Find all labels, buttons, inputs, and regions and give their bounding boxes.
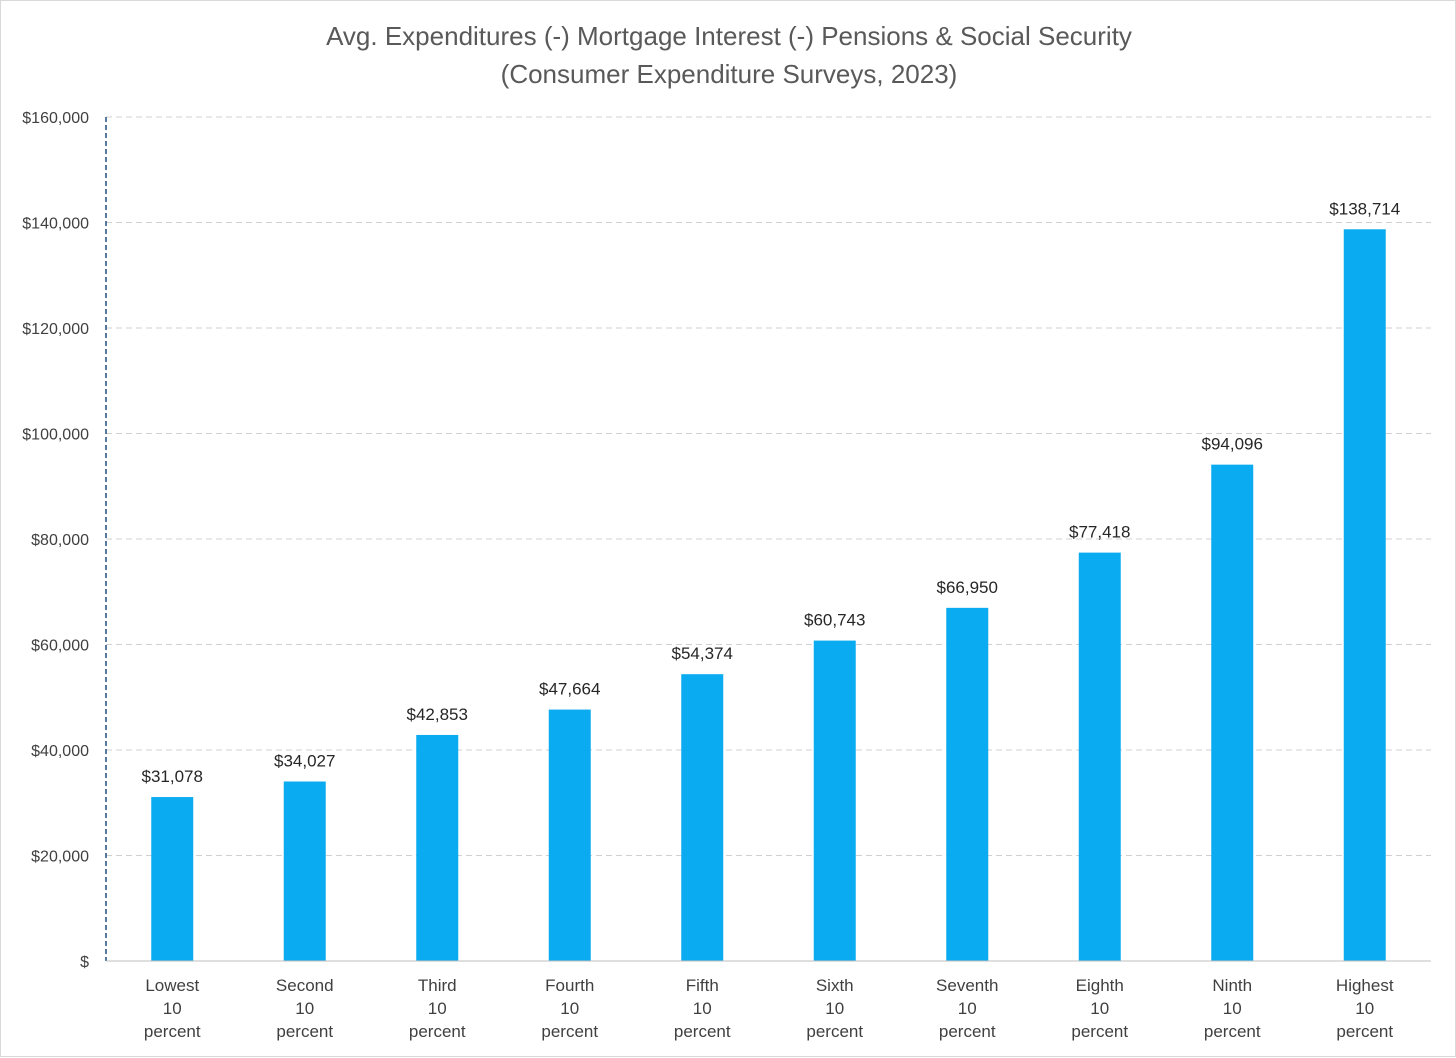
x-tick-label: 10	[693, 999, 712, 1018]
bar	[946, 607, 989, 961]
x-tick-label: percent	[144, 1022, 201, 1041]
y-tick-label: $	[80, 954, 89, 971]
x-tick-label: percent	[1204, 1022, 1261, 1041]
x-tick-label: 10	[428, 999, 447, 1018]
x-tick-label: Ninth	[1212, 976, 1252, 995]
data-label: $31,078	[142, 767, 203, 786]
data-label: $94,096	[1202, 435, 1263, 454]
x-tick-label: Highest	[1336, 976, 1394, 995]
data-label: $42,853	[407, 705, 468, 724]
bar	[283, 781, 326, 961]
x-tick-label: percent	[409, 1022, 466, 1041]
bar	[1211, 464, 1254, 961]
x-tick-label: 10	[295, 999, 314, 1018]
data-label: $34,027	[274, 752, 335, 771]
x-tick-label: Eighth	[1076, 976, 1124, 995]
y-axis: $ $20,000 $40,000 $60,000 $80,000 $100,000 $12…	[22, 110, 107, 971]
x-tick-label: percent	[939, 1022, 996, 1041]
chart-title: Avg. Expenditures (-) Mortgage Interest …	[326, 21, 1132, 51]
x-tick-label: percent	[276, 1022, 333, 1041]
data-label: $138,714	[1329, 199, 1400, 218]
x-tick-label: Sixth	[816, 976, 854, 995]
x-tick-label: 10	[163, 999, 182, 1018]
y-tick-label: $120,000	[22, 321, 89, 338]
gridlines	[106, 116, 1431, 856]
bar	[416, 734, 459, 961]
x-tick-label: Second	[276, 976, 334, 995]
x-tick-label: Third	[418, 976, 457, 995]
x-tick-label: 10	[1223, 999, 1242, 1018]
x-tick-label: percent	[1071, 1022, 1128, 1041]
x-tick-label: Fourth	[545, 976, 594, 995]
x-tick-label: 10	[825, 999, 844, 1018]
bar	[1343, 229, 1386, 962]
y-tick-label: $60,000	[31, 638, 89, 655]
chart-subtitle: (Consumer Expenditure Surveys, 2023)	[501, 59, 958, 89]
bar	[813, 640, 856, 961]
data-label: $60,743	[804, 611, 865, 630]
x-tick-label: Fifth	[686, 976, 719, 995]
x-axis: Lowest 10 percent Second 10 percent Third 10 per…	[106, 960, 1431, 1041]
x-tick-label: Lowest	[145, 976, 199, 995]
y-tick-label: $80,000	[31, 532, 89, 549]
y-tick-label: $140,000	[22, 216, 89, 233]
x-tick-label: percent	[541, 1022, 598, 1041]
x-tick-label: percent	[1336, 1022, 1393, 1041]
bar	[1078, 552, 1121, 961]
x-tick-label: 10	[1355, 999, 1374, 1018]
x-tick-label: percent	[806, 1022, 863, 1041]
x-tick-label: 10	[958, 999, 977, 1018]
x-tick-label: percent	[674, 1022, 731, 1041]
bar	[548, 709, 591, 961]
bars	[151, 229, 1386, 962]
bar	[681, 674, 724, 961]
y-tick-label: $160,000	[22, 110, 89, 127]
y-tick-label: $100,000	[22, 427, 89, 444]
bar	[151, 797, 194, 961]
y-tick-label: $40,000	[31, 743, 89, 760]
data-label: $54,374	[672, 644, 733, 663]
data-label: $77,418	[1069, 523, 1130, 542]
data-label: $66,950	[937, 578, 998, 597]
x-tick-label: Seventh	[936, 976, 998, 995]
data-labels: $31,078 $34,027 $42,853 $47,664 $54,374 $60,7…	[142, 199, 1401, 786]
data-label: $47,664	[539, 680, 600, 699]
y-tick-label: $20,000	[31, 849, 89, 866]
x-tick-label: 10	[560, 999, 579, 1018]
x-tick-label: 10	[1090, 999, 1109, 1018]
